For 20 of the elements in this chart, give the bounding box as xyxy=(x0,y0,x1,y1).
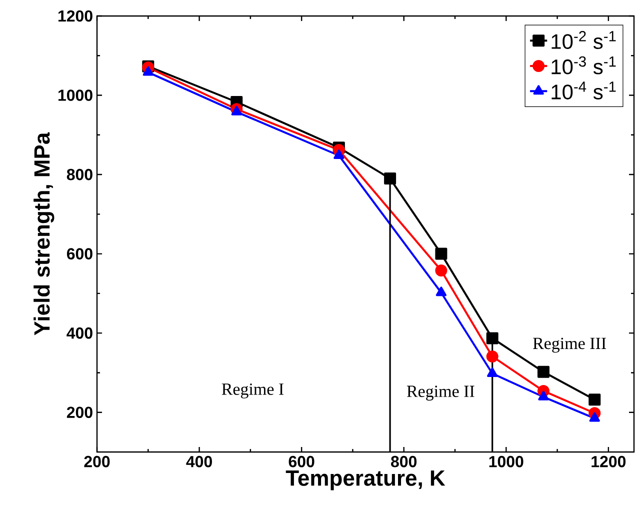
x-tick-label: 600 xyxy=(288,456,314,468)
legend-label: 10$^{-3}$ s$^{-1}$ xyxy=(552,56,616,74)
annotation: Regime III xyxy=(532,338,606,353)
y-tick-label: 800 xyxy=(66,168,92,180)
annotation: Regime I xyxy=(222,383,284,398)
x-tick-label: 400 xyxy=(186,456,212,468)
x-tick-label: 200 xyxy=(84,456,110,468)
x-tick-label: 800 xyxy=(391,456,417,468)
x-tick-label: 1000 xyxy=(489,456,524,468)
y-tick-label: 600 xyxy=(66,248,92,260)
y-tick-label: 200 xyxy=(66,406,92,418)
legend-label: 10$^{-2}$ s$^{-1}$ xyxy=(552,31,616,50)
x-axis-title: Temperature, K xyxy=(286,470,446,490)
y-tick-label: 400 xyxy=(66,327,92,339)
y-axis-title: Yield strength, MPa xyxy=(34,132,54,336)
x-tick-label: 1200 xyxy=(592,456,626,468)
legend-label: 10$^{-4}$ s$^{-1}$ xyxy=(552,82,616,100)
y-tick-label: 1000 xyxy=(58,90,92,101)
annotation: Regime II xyxy=(406,386,474,401)
y-tick-label: 1200 xyxy=(58,10,92,22)
